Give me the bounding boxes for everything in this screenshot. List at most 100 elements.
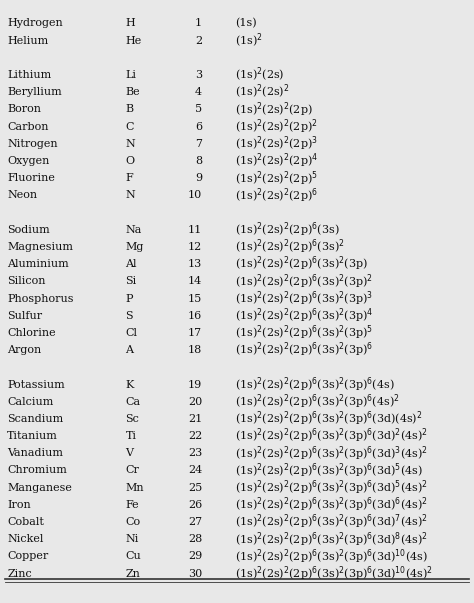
- Text: 23: 23: [188, 448, 202, 458]
- Text: 9: 9: [195, 173, 202, 183]
- Text: N: N: [126, 191, 135, 200]
- Text: Chromium: Chromium: [7, 466, 67, 475]
- Text: (1s)$^2$(2s)$^2$: (1s)$^2$(2s)$^2$: [235, 83, 289, 101]
- Text: 24: 24: [188, 466, 202, 475]
- Text: (1s)$^2$(2s)$^2$(2p)$^6$(3s)$^2$(3p)$^6$: (1s)$^2$(2s)$^2$(2p)$^6$(3s)$^2$(3p)$^6$: [235, 341, 373, 359]
- Text: Chlorine: Chlorine: [7, 328, 55, 338]
- Text: (1s)$^2$(2s)$^2$(2p)$^6$(3s)$^2$(3p)$^6$(3d)$^{10}$(4s)$^2$: (1s)$^2$(2s)$^2$(2p)$^6$(3s)$^2$(3p)$^6$…: [235, 564, 433, 583]
- Text: (1s)$^2$(2s)$^2$(2p)$^6$(3s)$^2$(3p)$^4$: (1s)$^2$(2s)$^2$(2p)$^6$(3s)$^2$(3p)$^4$: [235, 306, 373, 325]
- Text: 27: 27: [188, 517, 202, 527]
- Text: 28: 28: [188, 534, 202, 545]
- Text: Neon: Neon: [7, 191, 37, 200]
- Text: 29: 29: [188, 551, 202, 561]
- Text: (1s)$^2$(2s)$^2$(2p)$^6$(3s)$^2$(3p)$^6$(3d)$^5$(4s)$^2$: (1s)$^2$(2s)$^2$(2p)$^6$(3s)$^2$(3p)$^6$…: [235, 478, 428, 497]
- Text: (1s)$^2$(2s)$^2$(2p)$^6$(3s)$^2$(3p)$^6$(4s): (1s)$^2$(2s)$^2$(2p)$^6$(3s)$^2$(3p)$^6$…: [235, 375, 394, 394]
- Text: V: V: [126, 448, 134, 458]
- Text: 25: 25: [188, 482, 202, 493]
- Text: 15: 15: [188, 294, 202, 303]
- Text: (1s)$^2$(2s)$^2$(2p)$^6$(3s)$^2$(3p): (1s)$^2$(2s)$^2$(2p)$^6$(3s)$^2$(3p): [235, 255, 367, 274]
- Text: Vanadium: Vanadium: [7, 448, 63, 458]
- Text: Calcium: Calcium: [7, 397, 54, 406]
- Text: Hydrogen: Hydrogen: [7, 19, 63, 28]
- Text: H: H: [126, 19, 135, 28]
- Text: 13: 13: [188, 259, 202, 269]
- Text: Ti: Ti: [126, 431, 137, 441]
- Text: Sulfur: Sulfur: [7, 311, 42, 321]
- Text: Cobalt: Cobalt: [7, 517, 44, 527]
- Text: 3: 3: [195, 70, 202, 80]
- Text: 7: 7: [195, 139, 202, 149]
- Text: Lithium: Lithium: [7, 70, 51, 80]
- Text: F: F: [126, 173, 133, 183]
- Text: 11: 11: [188, 225, 202, 235]
- Text: Nitrogen: Nitrogen: [7, 139, 58, 149]
- Text: (1s)$^2$(2s)$^2$(2p): (1s)$^2$(2s)$^2$(2p): [235, 100, 312, 119]
- Text: 26: 26: [188, 500, 202, 510]
- Text: (1s)$^2$(2s)$^2$(2p)$^6$(3s)$^2$(3p)$^6$(3d)$^2$(4s)$^2$: (1s)$^2$(2s)$^2$(2p)$^6$(3s)$^2$(3p)$^6$…: [235, 427, 428, 446]
- Text: Nickel: Nickel: [7, 534, 44, 545]
- Text: 1: 1: [195, 19, 202, 28]
- Text: Beryllium: Beryllium: [7, 87, 62, 97]
- Text: (1s)$^2$(2s)$^2$(2p)$^6$(3s)$^2$(3p)$^6$(3d)$^8$(4s)$^2$: (1s)$^2$(2s)$^2$(2p)$^6$(3s)$^2$(3p)$^6$…: [235, 530, 428, 549]
- Text: (1s)$^2$(2s)$^2$(2p)$^2$: (1s)$^2$(2s)$^2$(2p)$^2$: [235, 118, 318, 136]
- Text: Zn: Zn: [126, 569, 140, 579]
- Text: Cl: Cl: [126, 328, 137, 338]
- Text: Helium: Helium: [7, 36, 48, 46]
- Text: (1s)$^2$: (1s)$^2$: [235, 31, 263, 49]
- Text: Magnesium: Magnesium: [7, 242, 73, 252]
- Text: (1s)$^2$(2s)$^2$(2p)$^6$: (1s)$^2$(2s)$^2$(2p)$^6$: [235, 186, 318, 204]
- Text: (1s)$^2$(2s)$^2$(2p)$^6$(3s)$^2$(3p)$^6$(3d)$^7$(4s)$^2$: (1s)$^2$(2s)$^2$(2p)$^6$(3s)$^2$(3p)$^6$…: [235, 513, 428, 531]
- Text: C: C: [126, 122, 134, 131]
- Text: 20: 20: [188, 397, 202, 406]
- Text: K: K: [126, 379, 134, 390]
- Text: (1s)$^2$(2s)$^2$(2p)$^6$(3s)$^2$(3p)$^6$(3d)$^3$(4s)$^2$: (1s)$^2$(2s)$^2$(2p)$^6$(3s)$^2$(3p)$^6$…: [235, 444, 428, 463]
- Text: A: A: [126, 345, 134, 355]
- Text: 22: 22: [188, 431, 202, 441]
- Text: (1s)$^2$(2s)$^2$(2p)$^6$(3s)$^2$(3p)$^2$: (1s)$^2$(2s)$^2$(2p)$^6$(3s)$^2$(3p)$^2$: [235, 272, 373, 291]
- Text: Co: Co: [126, 517, 141, 527]
- Text: Iron: Iron: [7, 500, 31, 510]
- Text: Copper: Copper: [7, 551, 48, 561]
- Text: (1s)$^2$(2s)$^2$(2p)$^4$: (1s)$^2$(2s)$^2$(2p)$^4$: [235, 152, 318, 170]
- Text: 5: 5: [195, 104, 202, 115]
- Text: Sodium: Sodium: [7, 225, 50, 235]
- Text: (1s)$^2$(2s)$^2$(2p)$^6$(3s)$^2$(3p)$^3$: (1s)$^2$(2s)$^2$(2p)$^6$(3s)$^2$(3p)$^3$: [235, 289, 373, 308]
- Text: Sc: Sc: [126, 414, 139, 424]
- Text: (1s)$^2$(2s)$^2$(2p)$^6$(3s)$^2$(3p)$^5$: (1s)$^2$(2s)$^2$(2p)$^6$(3s)$^2$(3p)$^5$: [235, 324, 373, 343]
- Text: Mn: Mn: [126, 482, 144, 493]
- Text: Na: Na: [126, 225, 142, 235]
- Text: (1s)$^2$(2s)$^2$(2p)$^6$(3s): (1s)$^2$(2s)$^2$(2p)$^6$(3s): [235, 221, 339, 239]
- Text: Scandium: Scandium: [7, 414, 64, 424]
- Text: 18: 18: [188, 345, 202, 355]
- Text: 4: 4: [195, 87, 202, 97]
- Text: (1s)$^2$(2s)$^2$(2p)$^6$(3s)$^2$: (1s)$^2$(2s)$^2$(2p)$^6$(3s)$^2$: [235, 238, 344, 256]
- Text: He: He: [126, 36, 142, 46]
- Text: Zinc: Zinc: [7, 569, 32, 579]
- Text: 16: 16: [188, 311, 202, 321]
- Text: Argon: Argon: [7, 345, 41, 355]
- Text: Ca: Ca: [126, 397, 141, 406]
- Text: Fluorine: Fluorine: [7, 173, 55, 183]
- Text: 10: 10: [188, 191, 202, 200]
- Text: (1s): (1s): [235, 18, 256, 29]
- Text: (1s)$^2$(2s)$^2$(2p)$^6$(3s)$^2$(3p)$^6$(3d)$^{10}$(4s): (1s)$^2$(2s)$^2$(2p)$^6$(3s)$^2$(3p)$^6$…: [235, 547, 428, 566]
- Text: 2: 2: [195, 36, 202, 46]
- Text: B: B: [126, 104, 134, 115]
- Text: (1s)$^2$(2s)$^2$(2p)$^5$: (1s)$^2$(2s)$^2$(2p)$^5$: [235, 169, 318, 188]
- Text: Cu: Cu: [126, 551, 141, 561]
- Text: (1s)$^2$(2s)$^2$(2p)$^6$(3s)$^2$(3p)$^6$(4s)$^2$: (1s)$^2$(2s)$^2$(2p)$^6$(3s)$^2$(3p)$^6$…: [235, 393, 400, 411]
- Text: (1s)$^2$(2s)$^2$(2p)$^6$(3s)$^2$(3p)$^6$(3d)$^5$(4s): (1s)$^2$(2s)$^2$(2p)$^6$(3s)$^2$(3p)$^6$…: [235, 461, 422, 480]
- Text: 17: 17: [188, 328, 202, 338]
- Text: Si: Si: [126, 276, 137, 286]
- Text: (1s)$^2$(2s): (1s)$^2$(2s): [235, 66, 284, 84]
- Text: 30: 30: [188, 569, 202, 579]
- Text: Boron: Boron: [7, 104, 41, 115]
- Text: Titanium: Titanium: [7, 431, 58, 441]
- Text: 8: 8: [195, 156, 202, 166]
- Text: Fe: Fe: [126, 500, 139, 510]
- Text: 6: 6: [195, 122, 202, 131]
- Text: 19: 19: [188, 379, 202, 390]
- Text: Oxygen: Oxygen: [7, 156, 49, 166]
- Text: Manganese: Manganese: [7, 482, 72, 493]
- Text: (1s)$^2$(2s)$^2$(2p)$^6$(3s)$^2$(3p)$^6$(3d)(4s)$^2$: (1s)$^2$(2s)$^2$(2p)$^6$(3s)$^2$(3p)$^6$…: [235, 409, 422, 428]
